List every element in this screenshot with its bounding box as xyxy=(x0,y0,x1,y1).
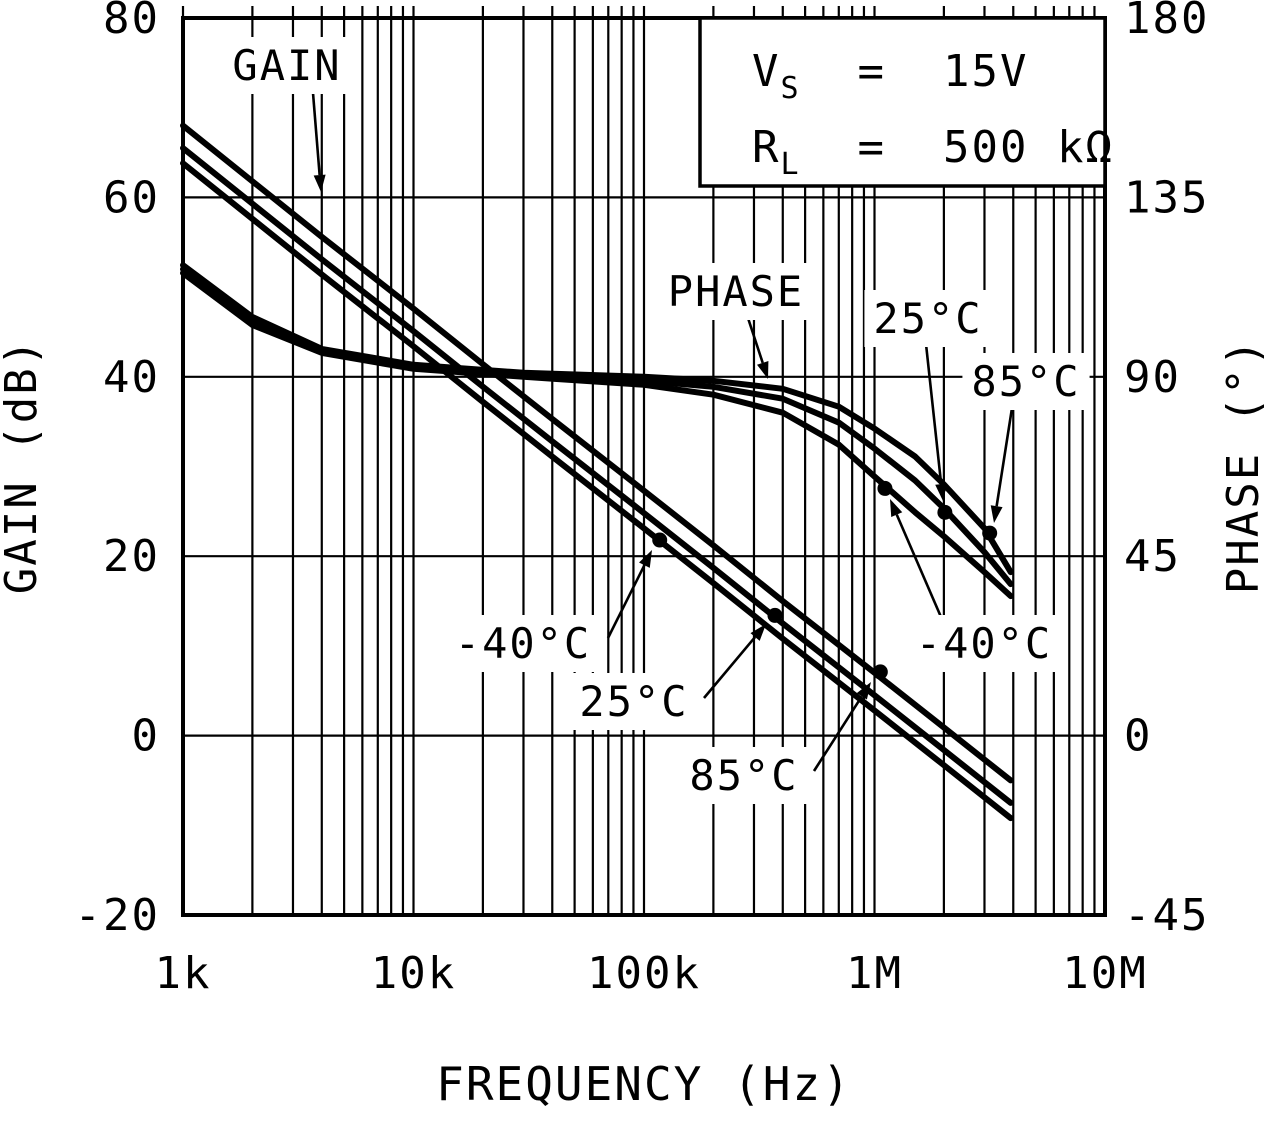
conditions-box: VS = 15V RL = 500 kΩ xyxy=(698,16,1114,188)
svg-text:GAIN: GAIN xyxy=(232,41,341,90)
curve-marker-dot xyxy=(877,480,893,496)
svg-text:25°C: 25°C xyxy=(873,294,982,343)
curve-marker-dot xyxy=(937,504,953,520)
svg-text:60: 60 xyxy=(103,172,160,223)
callout-arrows xyxy=(311,92,1014,772)
svg-text:PHASE: PHASE xyxy=(668,267,804,316)
svg-text:80: 80 xyxy=(103,0,160,44)
svg-text:1M: 1M xyxy=(846,948,903,999)
svg-text:0: 0 xyxy=(132,711,161,762)
svg-text:10k: 10k xyxy=(371,948,456,999)
svg-text:85°C: 85°C xyxy=(971,357,1080,406)
svg-text:-45: -45 xyxy=(1124,890,1209,941)
svg-text:85°C: 85°C xyxy=(689,751,798,800)
curve-gain--40-c xyxy=(180,122,1014,784)
svg-text:45: 45 xyxy=(1124,531,1181,582)
svg-text:100k: 100k xyxy=(587,948,701,999)
svg-text:-20: -20 xyxy=(75,890,160,941)
svg-text:135: 135 xyxy=(1124,172,1209,223)
axis-labels: 1k 10k 100k 1M 10M 80 60 40 20 0 -20 180 135 90 45 0 -45… xyxy=(0,0,1269,1111)
curve-marker-dot xyxy=(652,532,668,548)
svg-text:RL = 500 kΩ: RL = 500 kΩ xyxy=(752,122,1114,182)
curve-gain-85-c xyxy=(180,160,1014,822)
curve-marker-dot xyxy=(872,664,888,680)
curve-marker-dot xyxy=(767,607,783,623)
svg-text:-40°C: -40°C xyxy=(455,619,591,668)
curve-phase-85-c xyxy=(180,262,1014,576)
curve-gain-25-c xyxy=(180,145,1014,806)
svg-text:10M: 10M xyxy=(1062,948,1147,999)
svg-text:-40°C: -40°C xyxy=(916,619,1052,668)
svg-text:FREQUENCY (Hz): FREQUENCY (Hz) xyxy=(436,1057,852,1111)
svg-text:GAIN (dB): GAIN (dB) xyxy=(0,338,47,594)
svg-text:1k: 1k xyxy=(155,948,212,999)
svg-text:PHASE (°): PHASE (°) xyxy=(1218,338,1269,594)
svg-text:90: 90 xyxy=(1124,352,1181,403)
svg-text:25°C: 25°C xyxy=(579,677,688,726)
curves xyxy=(180,122,1014,822)
marker-dots xyxy=(652,480,998,680)
svg-text:40: 40 xyxy=(103,352,160,403)
svg-text:VS = 15V: VS = 15V xyxy=(752,46,1028,106)
plot-frame xyxy=(181,16,1107,917)
svg-text:20: 20 xyxy=(103,531,160,582)
curve-marker-dot xyxy=(982,525,998,541)
svg-text:180: 180 xyxy=(1124,0,1209,44)
svg-text:0: 0 xyxy=(1124,711,1153,762)
